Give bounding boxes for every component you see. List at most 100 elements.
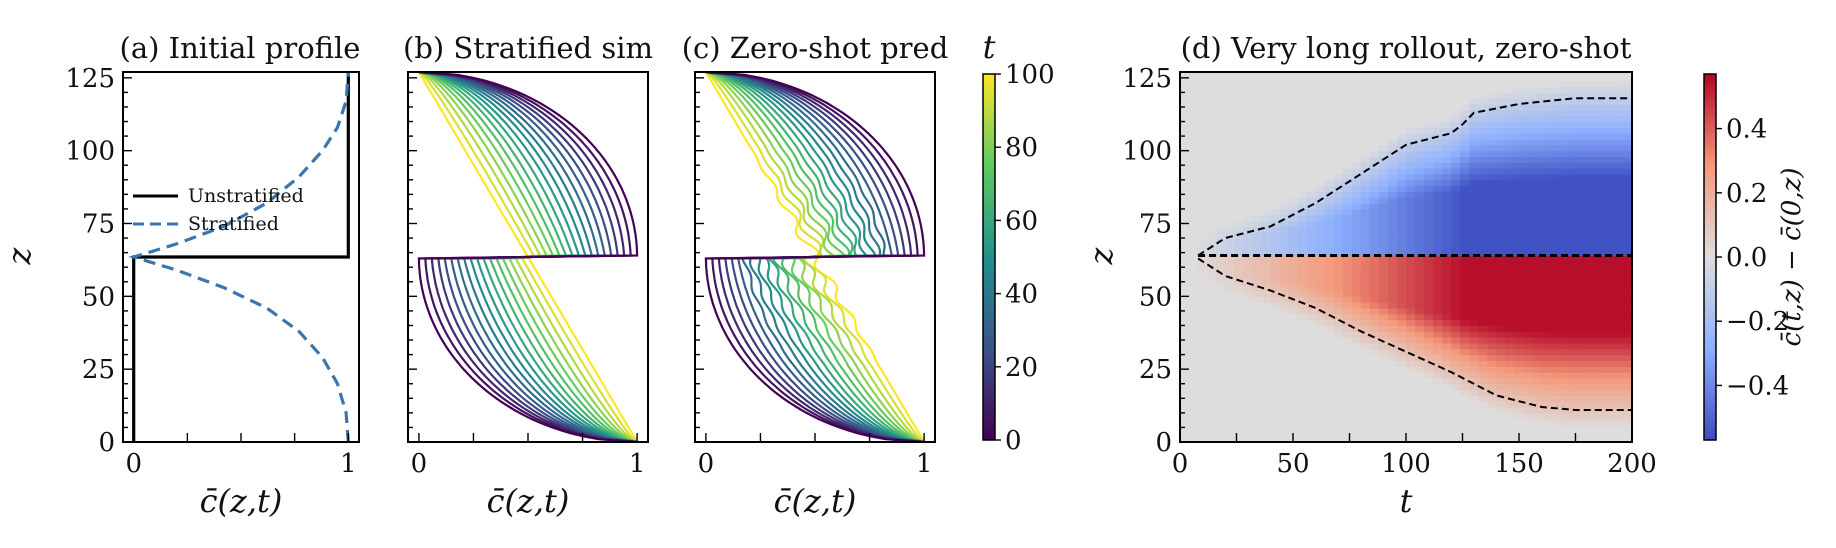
- heatmap-cell: [1234, 127, 1244, 134]
- heatmap-cell: [1225, 372, 1235, 379]
- heatmap-cell: [1342, 267, 1353, 274]
- heatmap-cell: [1243, 377, 1253, 385]
- heatmap-cell: [1351, 121, 1362, 128]
- heatmap-cell: [1351, 389, 1362, 396]
- heatmap-cell: [1505, 226, 1515, 233]
- heatmap-cell: [1523, 220, 1534, 227]
- heatmap-cell: [1180, 360, 1190, 367]
- heatmap-cell: [1315, 354, 1326, 361]
- heatmap-cell: [1550, 168, 1561, 175]
- heatmap-cell: [1324, 284, 1335, 292]
- heatmap-cell: [1514, 197, 1525, 204]
- heatmap-cell: [1306, 377, 1317, 385]
- heatmap-cell: [1514, 348, 1525, 356]
- heatmap-cell: [1568, 360, 1579, 367]
- heatmap-cell: [1532, 133, 1543, 140]
- heatmap-cell: [1577, 72, 1588, 76]
- heatmap-cell: [1369, 267, 1380, 274]
- heatmap-cell: [1433, 197, 1443, 204]
- heatmap-cell: [1433, 412, 1443, 420]
- heatmap-cell: [1595, 127, 1606, 134]
- heatmap-cell: [1243, 208, 1253, 216]
- heatmap-cell: [1216, 168, 1226, 175]
- heatmap-cell: [1351, 284, 1362, 292]
- heatmap-cell: [1216, 197, 1226, 204]
- heatmap-cell: [1288, 366, 1299, 373]
- heatmap-cell: [1451, 407, 1461, 414]
- heatmap-cell: [1604, 109, 1615, 117]
- heatmap-cell: [1252, 267, 1262, 274]
- heatmap-cell: [1586, 372, 1597, 379]
- heatmap-cell: [1433, 109, 1443, 117]
- heatmap-cell: [1424, 104, 1434, 111]
- colorbar-diff-label: c̄(t,z) − c̄(0,z): [1777, 168, 1807, 347]
- heatmap-cell: [1595, 325, 1606, 332]
- panelB-xtick-label: 0: [411, 449, 428, 479]
- heatmap-cell: [1415, 273, 1425, 280]
- heatmap-cell: [1261, 325, 1271, 332]
- heatmap-cell: [1369, 372, 1380, 379]
- heatmap-cell: [1306, 214, 1317, 222]
- heatmap-cell: [1288, 383, 1299, 391]
- heatmap-cell: [1351, 238, 1362, 245]
- heatmap-cell: [1297, 232, 1308, 239]
- heatmap-cell: [1613, 121, 1624, 128]
- heatmap-cell: [1333, 86, 1344, 93]
- heatmap-cell: [1514, 383, 1525, 391]
- heatmap-cell: [1568, 412, 1579, 420]
- heatmap-cell: [1433, 273, 1443, 280]
- heatmap-cell: [1433, 92, 1443, 99]
- heatmap-cell: [1369, 430, 1380, 437]
- heatmap-cell: [1333, 308, 1344, 315]
- heatmap-cell: [1550, 86, 1561, 93]
- heatmap-cell: [1532, 156, 1543, 163]
- heatmap-cell: [1523, 168, 1534, 175]
- heatmap-cell: [1433, 313, 1443, 321]
- heatmap-cell: [1315, 407, 1326, 414]
- heatmap-cell: [1306, 208, 1317, 216]
- heatmap-cell: [1198, 261, 1208, 268]
- heatmap-cell: [1387, 331, 1398, 338]
- heatmap-cell: [1261, 354, 1271, 361]
- heatmap-cell: [1623, 98, 1632, 105]
- heatmap-cell: [1424, 220, 1434, 227]
- heatmap-cell: [1586, 395, 1597, 402]
- heatmap-cell: [1559, 424, 1570, 431]
- heatmap-cell: [1460, 203, 1470, 210]
- heatmap-cell: [1252, 238, 1262, 245]
- heatmap-cell: [1279, 348, 1289, 356]
- heatmap-cell: [1577, 255, 1588, 262]
- heatmap-cell: [1496, 331, 1506, 338]
- heatmap-cell: [1433, 389, 1443, 396]
- heatmap-cell: [1487, 278, 1497, 286]
- heatmap-cell: [1315, 342, 1326, 350]
- heatmap-cell: [1270, 127, 1280, 134]
- heatmap-cell: [1460, 372, 1470, 379]
- heatmap-cell: [1586, 418, 1597, 426]
- heatmap-cell: [1180, 174, 1190, 181]
- heatmap-cell: [1234, 92, 1244, 99]
- heatmap-cell: [1586, 72, 1597, 76]
- heatmap-cell: [1315, 174, 1326, 181]
- panel-d-xtick-label: 100: [1381, 449, 1431, 479]
- heatmap-cell: [1613, 220, 1624, 227]
- heatmap-cell: [1342, 197, 1353, 204]
- heatmap-cell: [1487, 80, 1497, 88]
- heatmap-cell: [1333, 389, 1344, 396]
- heatmap-cell: [1297, 342, 1308, 350]
- heatmap-cell: [1252, 395, 1262, 402]
- heatmap-cell: [1279, 319, 1289, 326]
- heatmap-cell: [1415, 261, 1425, 268]
- heatmap-cell: [1234, 337, 1244, 344]
- heatmap-cell: [1586, 360, 1597, 367]
- heatmap-cell: [1369, 220, 1380, 227]
- heatmap-cell: [1586, 267, 1597, 274]
- heatmap-cell: [1189, 150, 1199, 158]
- heatmap-cell: [1297, 290, 1308, 297]
- heatmap-cell: [1451, 436, 1461, 442]
- heatmap-cell: [1369, 383, 1380, 391]
- heatmap-cell: [1577, 243, 1588, 251]
- heatmap-cell: [1559, 342, 1570, 350]
- heatmap-cell: [1270, 232, 1280, 239]
